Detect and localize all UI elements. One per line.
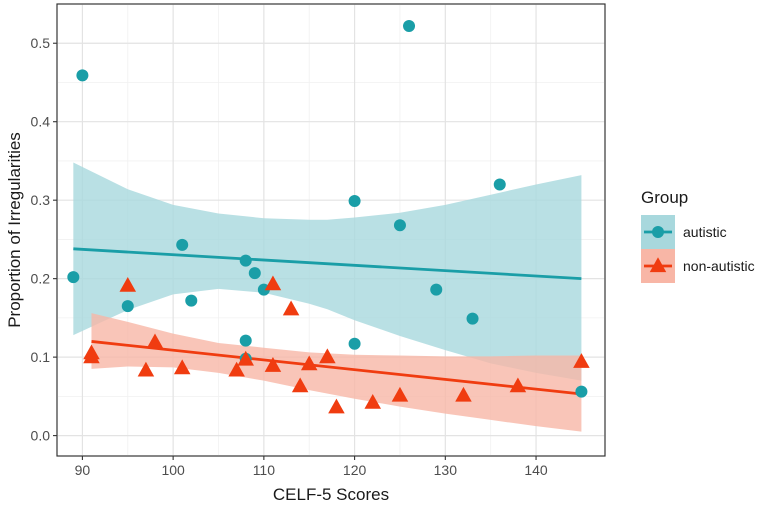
autistic-point: [185, 294, 198, 307]
non-autistic-point: [83, 348, 100, 364]
y-axis-label: Proportion of Irregularities: [5, 132, 24, 328]
autistic-point: [76, 69, 89, 82]
legend-key-marker: [652, 226, 664, 238]
legend-title: Group: [641, 188, 688, 207]
y-axis-ticks: 0.0 0.1 0.2 0.3 0.4 0.5: [31, 35, 57, 444]
autistic-point: [239, 254, 252, 267]
autistic-point: [348, 337, 361, 350]
non-autistic-point: [282, 300, 300, 316]
legend-item-non-autistic: non-autistic: [641, 249, 755, 283]
non-autistic-point: [319, 348, 336, 364]
non-autistic-point: [391, 386, 409, 402]
autistic-confidence-band: [73, 162, 582, 381]
autistic-point: [403, 19, 416, 32]
non-autistic-point: [291, 377, 309, 393]
autistic-point: [176, 238, 189, 251]
legend-label: non-autistic: [683, 258, 755, 274]
autistic-fit-line: [73, 247, 582, 281]
non-autistic-point: [237, 350, 254, 366]
legend-key-marker: [649, 257, 667, 273]
legend-keys: autistic non-autistic: [641, 215, 755, 283]
y-tick-label: 0.1: [31, 349, 51, 365]
non-autistic-point: [264, 357, 282, 372]
autistic-point: [493, 178, 506, 191]
confidence-bands: [73, 162, 582, 432]
y-tick-label: 0.4: [31, 114, 51, 130]
data-points: [67, 19, 590, 414]
y-tick-label: 0.0: [31, 428, 51, 444]
x-tick-label: 100: [161, 462, 185, 478]
x-axis-label: CELF-5 Scores: [273, 485, 389, 504]
autistic-point: [575, 385, 588, 398]
autistic-point: [248, 267, 261, 280]
non-autistic-point: [573, 353, 590, 368]
autistic-point: [239, 334, 252, 347]
x-tick-label: 120: [343, 462, 367, 478]
non-autistic-point: [509, 377, 527, 393]
autistic-point: [466, 312, 479, 325]
x-tick-label: 110: [253, 462, 276, 478]
fit-lines: [73, 247, 582, 396]
legend-label: autistic: [683, 224, 727, 240]
x-tick-label: 140: [524, 462, 548, 478]
plot-border: [56, 3, 606, 457]
non-autistic-point: [328, 398, 345, 414]
non-autistic-point: [228, 361, 245, 377]
legend-item-autistic: autistic: [641, 215, 727, 249]
non-autistic-point: [173, 359, 191, 375]
x-axis-ticks: 90 100 110 120 130 140: [75, 456, 548, 478]
autistic-point: [348, 194, 361, 207]
non-autistic-point: [146, 333, 164, 349]
non-autistic-point: [300, 355, 318, 371]
autistic-point: [67, 271, 80, 284]
x-tick-label: 90: [75, 462, 91, 478]
y-tick-label: 0.2: [31, 271, 51, 287]
non-autistic-fit-line: [91, 340, 582, 396]
y-tick-label: 0.3: [31, 192, 51, 208]
non-autistic-point: [364, 393, 382, 409]
x-tick-label: 130: [434, 462, 458, 478]
non-autistic-point: [455, 386, 472, 402]
autistic-point: [430, 283, 443, 296]
legend: Group autistic non-autistic: [641, 188, 755, 283]
non-autistic-point: [264, 275, 282, 291]
non-autistic-confidence-band: [91, 313, 582, 432]
autistic-point: [393, 219, 406, 232]
y-tick-label: 0.5: [31, 35, 51, 51]
non-autistic-point: [119, 277, 137, 292]
autistic-point: [121, 300, 134, 313]
non-autistic-point: [137, 361, 155, 377]
